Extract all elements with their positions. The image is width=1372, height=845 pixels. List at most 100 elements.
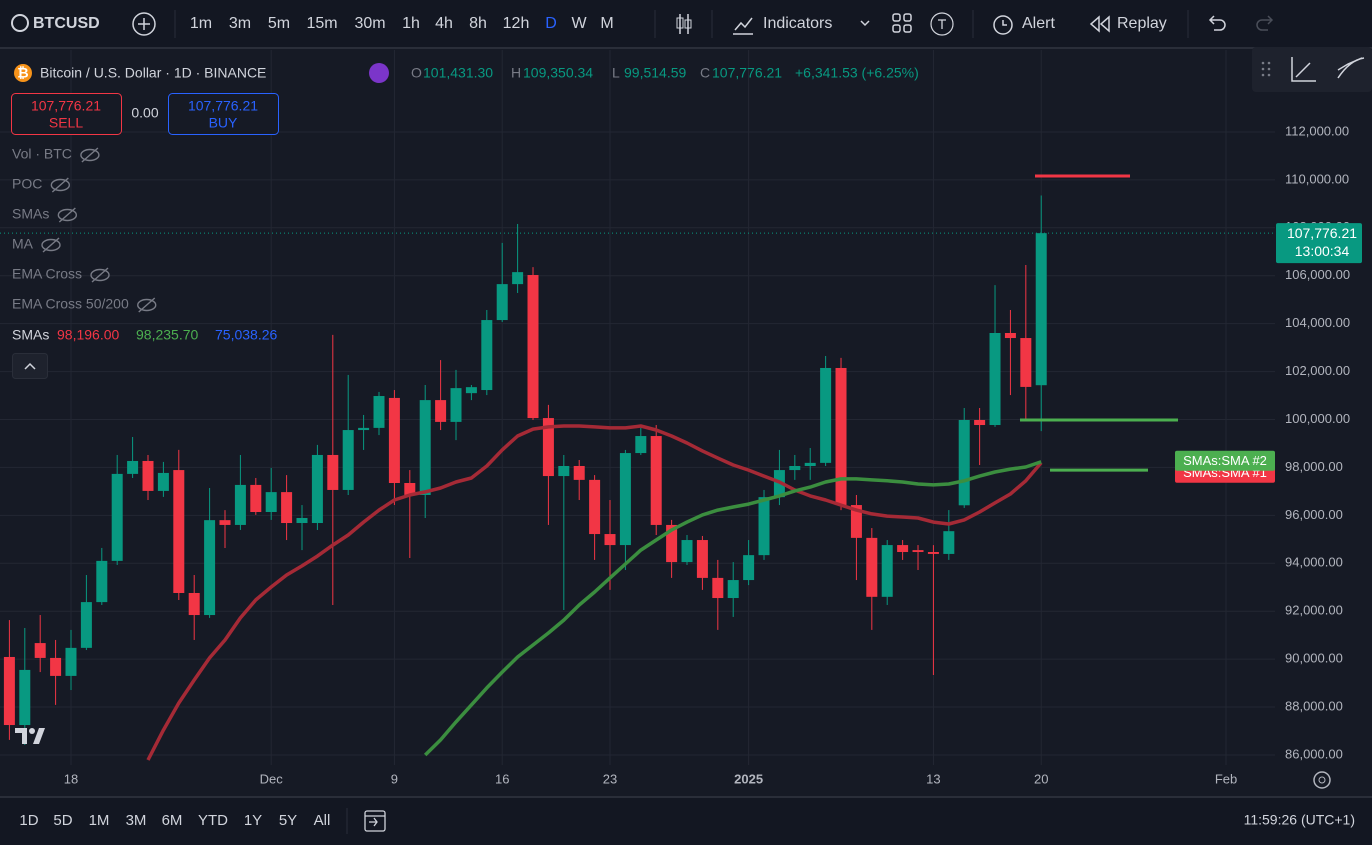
x-tick-label: 9: [391, 771, 398, 786]
symbol-title: Bitcoin / U.S. Dollar · 1D · BINANCE: [40, 65, 266, 81]
ohlc-key: O: [411, 65, 422, 81]
date-range-button[interactable]: [364, 810, 386, 832]
trend-tool[interactable]: [1337, 57, 1365, 79]
chart-type-icon: [676, 17, 684, 29]
candle-body: [1020, 338, 1032, 387]
sell-button[interactable]: [11, 93, 122, 135]
y-tick-label: 106,000.00: [1285, 267, 1350, 282]
hidden-icon: [58, 207, 76, 223]
ohlc-key: C: [700, 65, 710, 81]
sell-price: 107,776.21: [31, 98, 101, 114]
interval-button[interactable]: 5m: [268, 15, 290, 32]
candle-body: [204, 520, 216, 616]
candle-body: [358, 427, 370, 431]
candle-body: [850, 505, 862, 538]
indicator-name[interactable]: MA: [12, 236, 34, 252]
templates-button[interactable]: [930, 12, 954, 36]
candle-body: [481, 320, 493, 391]
interval-button[interactable]: 1m: [190, 15, 212, 32]
candle-body: [465, 387, 477, 394]
sma-line: [146, 424, 1043, 761]
candle-body: [157, 472, 169, 491]
ohlc-value: 109,350.34: [523, 65, 593, 81]
range-button[interactable]: All: [314, 812, 331, 829]
interval-button[interactable]: 1h: [402, 15, 420, 32]
alert-button[interactable]: Alert: [1022, 15, 1055, 32]
interval-button[interactable]: 12h: [503, 15, 530, 32]
x-tick-label: 20: [1034, 771, 1048, 786]
dropdown-icon[interactable]: [860, 20, 870, 27]
change: +6,341.53 (+6.25%): [795, 65, 919, 81]
indicator-name[interactable]: Vol · BTC: [12, 146, 72, 162]
interval-button[interactable]: D: [545, 15, 557, 32]
interval-button[interactable]: 15m: [306, 15, 337, 32]
ranges: 1D 5D 1M 3M 6M YTD 1Y 5Y All: [19, 812, 330, 829]
hidden-icon: [50, 178, 71, 192]
candle-body: [142, 460, 154, 491]
range-button[interactable]: 3M: [126, 812, 147, 829]
collapse-button[interactable]: [12, 353, 48, 379]
range-button[interactable]: 5D: [53, 812, 72, 829]
ohlc-value: 101,431.30: [423, 65, 493, 81]
sma-legend-value: 98,235.70: [136, 327, 198, 343]
range-button[interactable]: 1D: [19, 812, 38, 829]
y-tick-label: 102,000.00: [1285, 363, 1350, 378]
interval-button[interactable]: W: [571, 15, 587, 32]
replay-icon: [1089, 15, 1110, 33]
buy-button[interactable]: [168, 93, 279, 135]
candle-body: [589, 479, 601, 535]
interval-button[interactable]: 3m: [229, 15, 251, 32]
indicator-name[interactable]: EMA Cross 50/200: [12, 296, 129, 312]
y-tick-label: 112,000.00: [1285, 123, 1349, 138]
range-button[interactable]: 1M: [89, 812, 110, 829]
range-button[interactable]: 1Y: [244, 812, 262, 829]
range-button[interactable]: 6M: [162, 812, 183, 829]
y-tick-label: 88,000.00: [1285, 698, 1343, 713]
ohlc: O 101,431.30 H 109,350.34 L 99,514.59 C 107,776…: [411, 65, 782, 81]
candle-body: [604, 534, 616, 546]
y-tick-label: 96,000.00: [1285, 507, 1343, 522]
measure-tool[interactable]: [1291, 57, 1316, 82]
x-tick-label: 2025: [734, 771, 763, 786]
candle-body: [743, 555, 755, 581]
layouts-icon[interactable]: [892, 13, 912, 33]
indicators-button[interactable]: Indicators: [763, 15, 832, 32]
candle-body: [188, 592, 200, 616]
toolbar: [0, 0, 1372, 47]
candle-body: [989, 332, 1001, 426]
settings-icon: [1318, 776, 1326, 784]
candle-body: [327, 454, 339, 490]
y-tick-label: 94,000.00: [1285, 555, 1343, 570]
settings-button[interactable]: [1313, 771, 1331, 789]
candle-body: [80, 602, 92, 648]
candle-body: [542, 418, 554, 477]
x-tick-label: Feb: [1215, 771, 1237, 786]
candle-body: [927, 552, 939, 554]
symbol[interactable]: BTCUSD: [33, 15, 100, 32]
candle-body: [619, 453, 631, 546]
interval-button[interactable]: 4h: [435, 15, 453, 32]
last-price-label: 107,776.21: [1287, 225, 1357, 241]
replay-button[interactable]: Replay: [1117, 15, 1167, 32]
indicator-name[interactable]: EMA Cross: [12, 266, 82, 282]
candle-body: [897, 545, 909, 553]
indicator-name[interactable]: SMAs: [12, 206, 49, 222]
candle-body: [34, 643, 46, 658]
x-tick-label: 23: [603, 771, 617, 786]
x-tick-label: Dec: [260, 771, 284, 786]
compare-button[interactable]: [132, 12, 156, 36]
chart-type-icon[interactable]: [679, 14, 689, 34]
hidden-icon: [81, 147, 99, 163]
x-tick-label: 13: [926, 771, 940, 786]
hidden-icon: [91, 267, 109, 283]
undo-button[interactable]: [1208, 15, 1226, 31]
interval-button[interactable]: 30m: [354, 15, 385, 32]
range-button[interactable]: 5Y: [279, 812, 297, 829]
interval-button[interactable]: M: [600, 15, 613, 32]
range-button[interactable]: YTD: [198, 812, 228, 829]
redo-button[interactable]: [1256, 15, 1274, 31]
indicator-name[interactable]: POC: [12, 176, 42, 192]
data-source-icon: [369, 63, 389, 83]
candle-body: [866, 537, 878, 597]
interval-button[interactable]: 8h: [469, 15, 487, 32]
